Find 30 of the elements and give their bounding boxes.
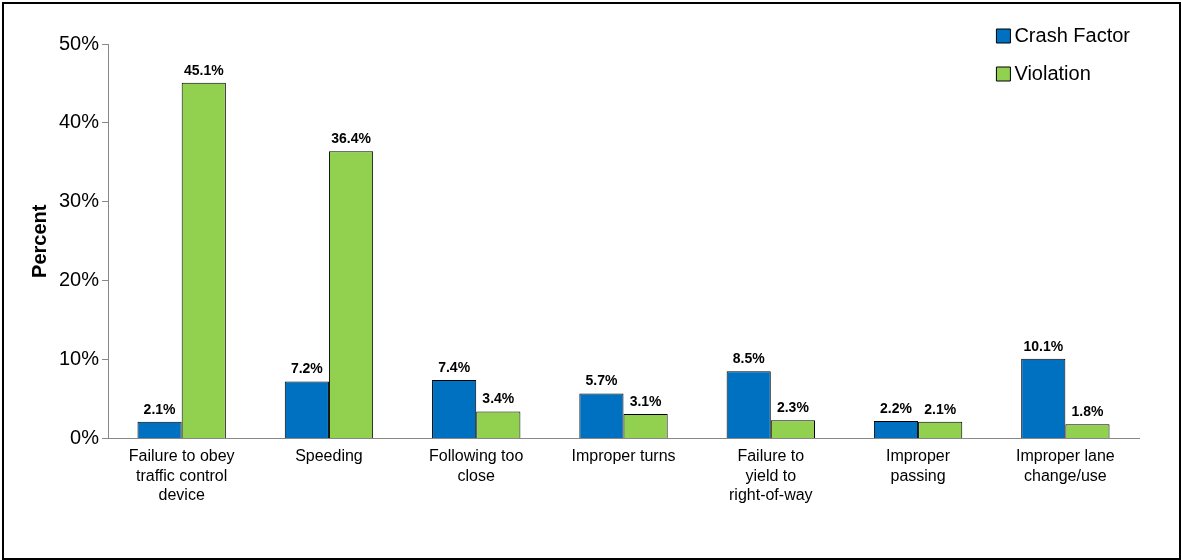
y-tick-label: 0% xyxy=(70,425,100,448)
legend-label: Violation xyxy=(1014,61,1091,84)
x-tick-label: Speeding xyxy=(295,447,363,465)
text: 3.4% xyxy=(482,390,515,407)
text: 2.1% xyxy=(143,400,176,417)
x-tick-label: Improper passing xyxy=(886,447,951,484)
x-tick-label: Failure to yield to right-of-way xyxy=(729,447,813,503)
x-tick-label: Improper turns xyxy=(571,447,676,465)
y-tick-label: 50% xyxy=(59,31,100,54)
text: 7.4% xyxy=(438,358,471,375)
text: 1.8% xyxy=(1071,403,1104,420)
legend-label: Crash Factor xyxy=(1014,23,1131,46)
y-tick-label: 40% xyxy=(59,110,100,133)
y-tick-label: 20% xyxy=(59,268,100,291)
x-tick-label: Following too close xyxy=(429,447,524,484)
y-tick-label: 30% xyxy=(59,189,100,212)
y-axis-title: Percent xyxy=(27,204,50,278)
text: 36.4% xyxy=(331,130,371,147)
text: 45.1% xyxy=(183,61,224,78)
y-tick-label: 10% xyxy=(59,347,100,370)
x-tick-label: Improper lane change/use xyxy=(1016,447,1115,484)
text: 2.1% xyxy=(924,400,957,417)
text: 5.7% xyxy=(585,372,618,389)
text: 10.1% xyxy=(1023,337,1064,354)
text: 8.5% xyxy=(732,350,765,367)
text: 7.2% xyxy=(290,360,323,377)
text: 3.1% xyxy=(629,392,662,409)
x-tick-label: Failure to obey traffic control device xyxy=(128,447,235,503)
text: 2.2% xyxy=(880,399,912,416)
text: 2.3% xyxy=(776,399,809,416)
